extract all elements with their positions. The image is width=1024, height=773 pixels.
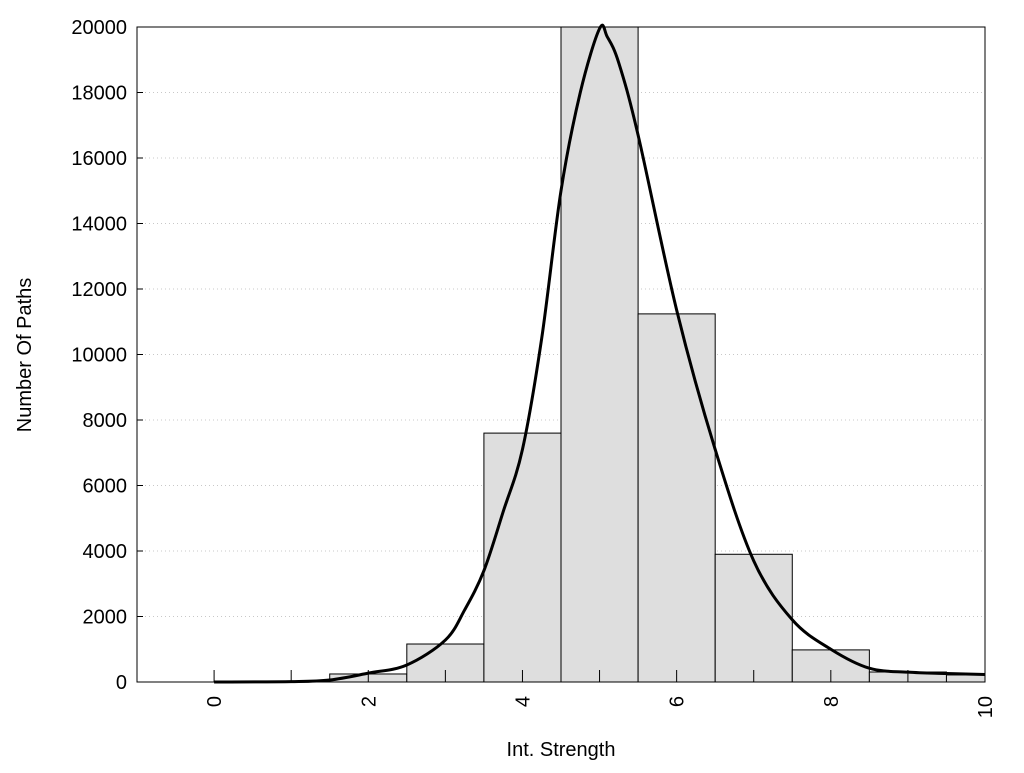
density-curve <box>214 23 986 684</box>
x-tick-label: 4 <box>512 696 534 707</box>
y-tick-label: 20000 <box>71 17 127 39</box>
y-tick-label: 0 <box>116 672 127 694</box>
y-axis-label: Number Of Paths <box>14 278 36 433</box>
histogram-bar <box>945 674 986 683</box>
x-tick-label: 6 <box>667 696 689 707</box>
x-tick-label: 10 <box>975 696 997 718</box>
histogram-bar <box>714 553 793 683</box>
y-tick-label: 12000 <box>71 279 127 301</box>
x-tick-labels: 0 2 4 6 8 10 <box>204 696 997 718</box>
bars <box>329 26 986 683</box>
histogram-bar <box>483 432 562 683</box>
y-tick-label: 10000 <box>71 345 127 367</box>
y-tick-label: 2000 <box>83 607 128 629</box>
histogram-bar <box>637 313 716 683</box>
y-tick-label: 8000 <box>83 410 128 432</box>
y-tick-label: 14000 <box>71 214 127 236</box>
plot-frame <box>136 26 986 683</box>
x-tick-label: 0 <box>204 696 226 707</box>
y-tick-label: 4000 <box>83 541 128 563</box>
y-tick-label: 16000 <box>71 148 127 170</box>
y-tick-labels: 0 2000 4000 6000 8000 10000 12000 14000 16000 180… <box>71 17 127 694</box>
x-axis-label: Int. Strength <box>507 739 616 761</box>
y-tick-label: 18000 <box>71 83 127 105</box>
y-tick-label: 6000 <box>83 476 128 498</box>
x-tick-label: 2 <box>358 696 380 707</box>
x-tick-label: 8 <box>821 696 843 707</box>
